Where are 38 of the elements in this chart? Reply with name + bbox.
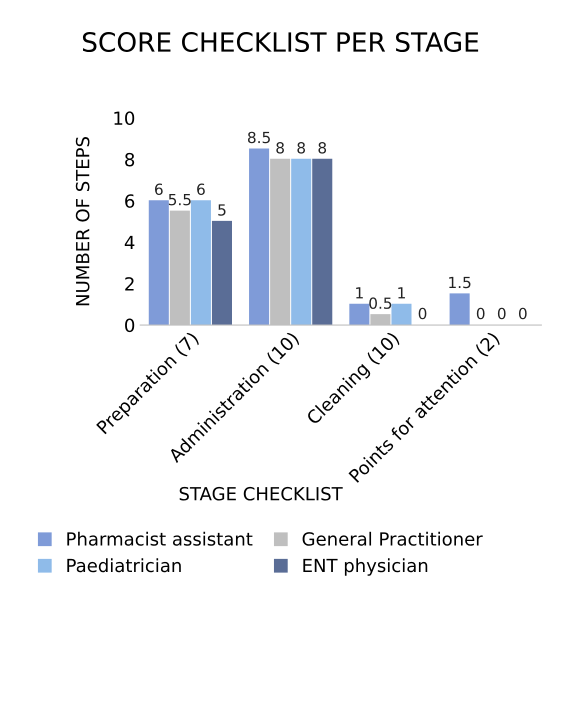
data-label: 6 xyxy=(197,183,205,196)
y-axis-title: NUMBER OF STEPS xyxy=(76,137,90,306)
data-label: 8 xyxy=(297,142,306,154)
y-tick-label: 6 xyxy=(125,194,134,208)
legend-label: Pharmacist assistant xyxy=(67,532,252,546)
bar xyxy=(391,304,412,326)
data-label: 0 xyxy=(498,308,506,320)
bar xyxy=(212,220,232,326)
y-tick-label: 10 xyxy=(114,111,134,126)
y-tick-label: 0 xyxy=(125,318,134,332)
data-label: 1 xyxy=(398,287,405,298)
chart-title: SCORE CHECKLIST PER STAGE xyxy=(82,32,478,52)
data-label: 5.5 xyxy=(168,194,191,206)
data-label: 0 xyxy=(476,308,485,320)
x-axis-title: STAGE CHECKLIST xyxy=(180,486,343,501)
bar xyxy=(190,200,211,326)
bar xyxy=(349,304,370,326)
bar xyxy=(249,148,270,326)
legend-label: Paediatrician xyxy=(67,558,181,572)
data-label: 6 xyxy=(155,183,163,196)
data-label: 0 xyxy=(418,308,426,320)
data-label: 1.5 xyxy=(449,276,470,288)
data-label: 8 xyxy=(276,142,284,154)
bar xyxy=(312,158,332,326)
y-tick-label: 4 xyxy=(124,236,134,250)
bar xyxy=(450,293,470,326)
y-tick-label: 8 xyxy=(125,152,134,166)
data-label: 5 xyxy=(218,204,226,216)
data-label: 8 xyxy=(318,142,326,154)
legend-label: ENT physician xyxy=(303,558,428,576)
data-label: 8.5 xyxy=(248,132,270,144)
data-label: 0 xyxy=(518,308,527,320)
y-tick-label: 2 xyxy=(125,277,134,290)
data-label: 0.5 xyxy=(369,297,392,309)
bar xyxy=(291,158,312,326)
legend-label: General Practitioner xyxy=(302,532,483,546)
data-label: 1 xyxy=(356,287,363,298)
bar xyxy=(148,200,169,326)
